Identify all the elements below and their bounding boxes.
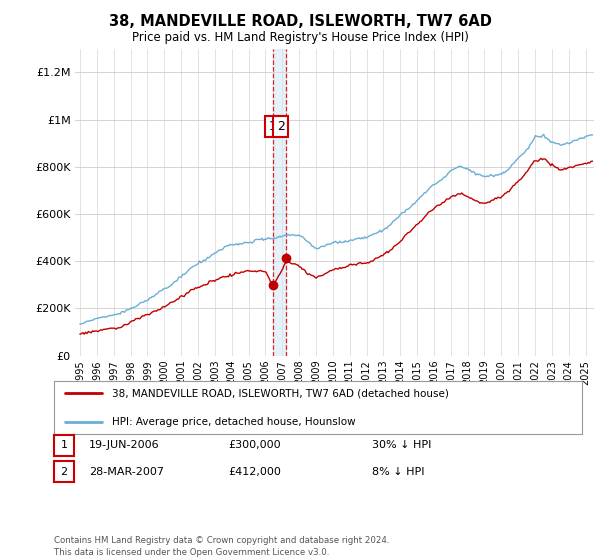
Text: 19-JUN-2006: 19-JUN-2006 (89, 440, 160, 450)
Text: £412,000: £412,000 (228, 466, 281, 477)
Text: Contains HM Land Registry data © Crown copyright and database right 2024.
This d: Contains HM Land Registry data © Crown c… (54, 536, 389, 557)
Text: 30% ↓ HPI: 30% ↓ HPI (372, 440, 431, 450)
Text: HPI: Average price, detached house, Hounslow: HPI: Average price, detached house, Houn… (112, 417, 356, 427)
Text: Price paid vs. HM Land Registry's House Price Index (HPI): Price paid vs. HM Land Registry's House … (131, 31, 469, 44)
Text: 1: 1 (61, 440, 67, 450)
Text: 28-MAR-2007: 28-MAR-2007 (89, 466, 164, 477)
Text: 38, MANDEVILLE ROAD, ISLEWORTH, TW7 6AD (detached house): 38, MANDEVILLE ROAD, ISLEWORTH, TW7 6AD … (112, 388, 449, 398)
Text: 1: 1 (268, 120, 276, 133)
Text: 2: 2 (61, 466, 67, 477)
Text: £300,000: £300,000 (228, 440, 281, 450)
Bar (273, 49, 286, 356)
Text: 2: 2 (277, 120, 284, 133)
Text: 38, MANDEVILLE ROAD, ISLEWORTH, TW7 6AD: 38, MANDEVILLE ROAD, ISLEWORTH, TW7 6AD (109, 14, 491, 29)
Text: 8% ↓ HPI: 8% ↓ HPI (372, 466, 425, 477)
